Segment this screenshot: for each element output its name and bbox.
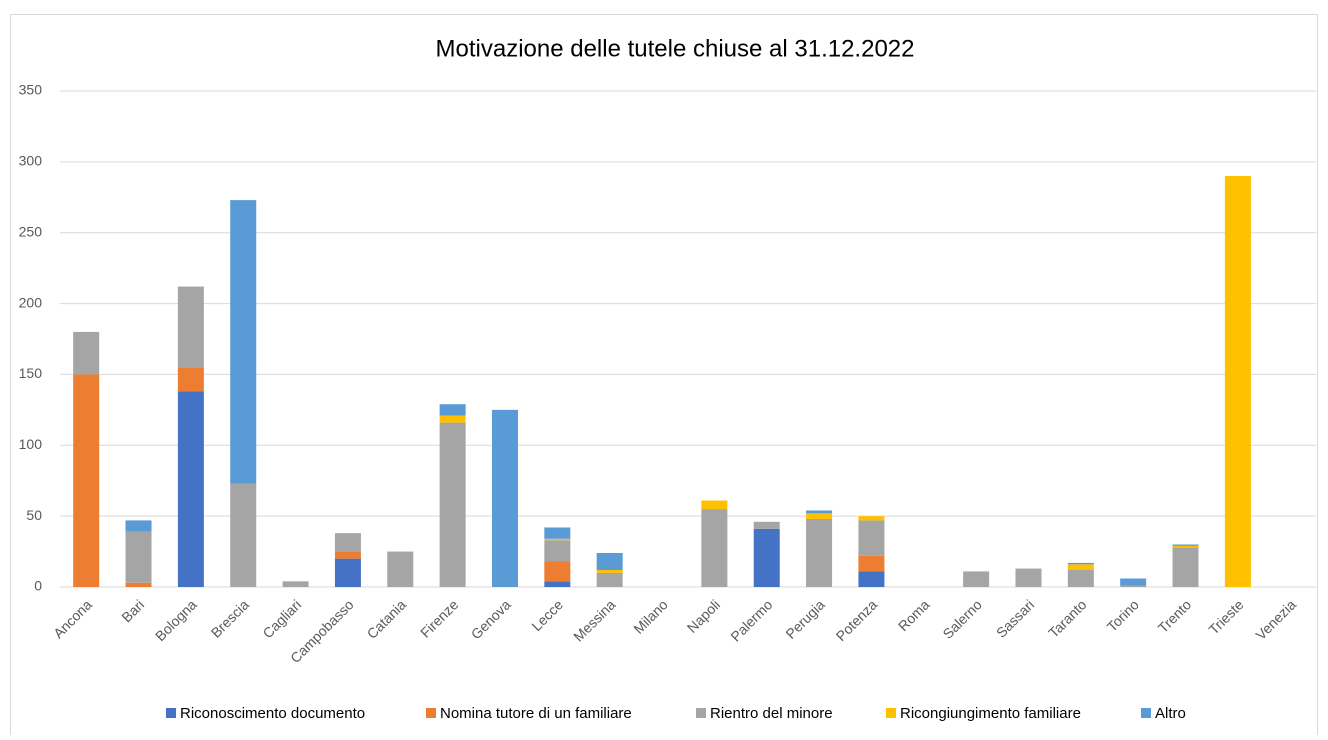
bar-segment — [1067, 562, 1094, 565]
bar-segment — [753, 521, 780, 529]
chart-title: Motivazione delle tutele chiuse al 31.12… — [436, 35, 915, 62]
bar-segment — [177, 286, 204, 368]
bar-segment — [858, 516, 885, 521]
bar-segment — [230, 483, 257, 587]
bar-segment — [334, 533, 361, 552]
bar-segment — [1172, 547, 1199, 587]
bar-segment — [596, 552, 623, 570]
bar-segment — [1172, 544, 1199, 546]
bar-segment — [230, 200, 257, 484]
bar-segment — [125, 531, 152, 583]
bar-segment — [544, 540, 571, 562]
bar-segment — [544, 538, 571, 541]
bar-segment — [177, 391, 204, 587]
legend-label: Ricongiungimento familiare — [900, 705, 1081, 722]
bar-segment — [963, 571, 990, 587]
bar-segment — [806, 518, 833, 587]
y-tick-label: 0 — [34, 578, 42, 594]
bar-segment — [1120, 578, 1147, 586]
bar-segment — [596, 569, 623, 573]
legend-swatch — [696, 708, 706, 718]
bar-segment — [858, 520, 885, 556]
bar-segment — [125, 520, 152, 532]
bar-segment — [73, 331, 100, 375]
legend-label: Rientro del minore — [710, 705, 833, 722]
bar-segment — [334, 558, 361, 587]
bar-segment — [544, 527, 571, 539]
bar-segment — [1067, 564, 1094, 570]
y-tick-label: 250 — [19, 223, 43, 239]
bar-segment — [282, 581, 309, 587]
legend-swatch — [1141, 708, 1151, 718]
bar-segment — [1224, 176, 1251, 587]
bar-segment — [439, 422, 466, 587]
bar-segment — [73, 374, 100, 587]
y-tick-label: 300 — [19, 153, 43, 169]
bar-segment — [387, 551, 414, 587]
bar-segment — [1172, 545, 1199, 548]
bar-segment — [544, 581, 571, 587]
legend-swatch — [426, 708, 436, 718]
bar-segment — [177, 367, 204, 392]
y-tick-label: 350 — [19, 82, 43, 98]
bar-segment — [439, 415, 466, 423]
bar-segment — [1120, 585, 1147, 587]
bar-segment — [1067, 569, 1094, 587]
bar-segment — [334, 551, 361, 559]
bar-segment — [806, 510, 833, 514]
y-tick-label: 100 — [19, 436, 43, 452]
bar-segment — [806, 513, 833, 519]
bar-segment — [858, 571, 885, 587]
y-tick-label: 200 — [19, 294, 43, 310]
bar-segment — [1015, 568, 1042, 587]
legend-swatch — [166, 708, 176, 718]
bar-segment — [491, 409, 518, 587]
bar-segment — [544, 561, 571, 582]
legend-label: Altro — [1155, 705, 1186, 722]
chart-border — [10, 14, 1318, 740]
bar-segment — [858, 555, 885, 572]
bar-segment — [125, 582, 152, 587]
bar-segment — [753, 528, 780, 587]
bar-segment — [701, 509, 728, 587]
legend-swatch — [886, 708, 896, 718]
y-tick-label: 50 — [26, 507, 42, 523]
bar-segment — [439, 404, 466, 416]
legend-label: Nomina tutore di un familiare — [440, 705, 632, 722]
legend-label: Riconoscimento documento — [180, 705, 365, 722]
y-tick-label: 150 — [19, 365, 43, 381]
bar-segment — [596, 572, 623, 587]
bar-segment — [701, 500, 728, 510]
